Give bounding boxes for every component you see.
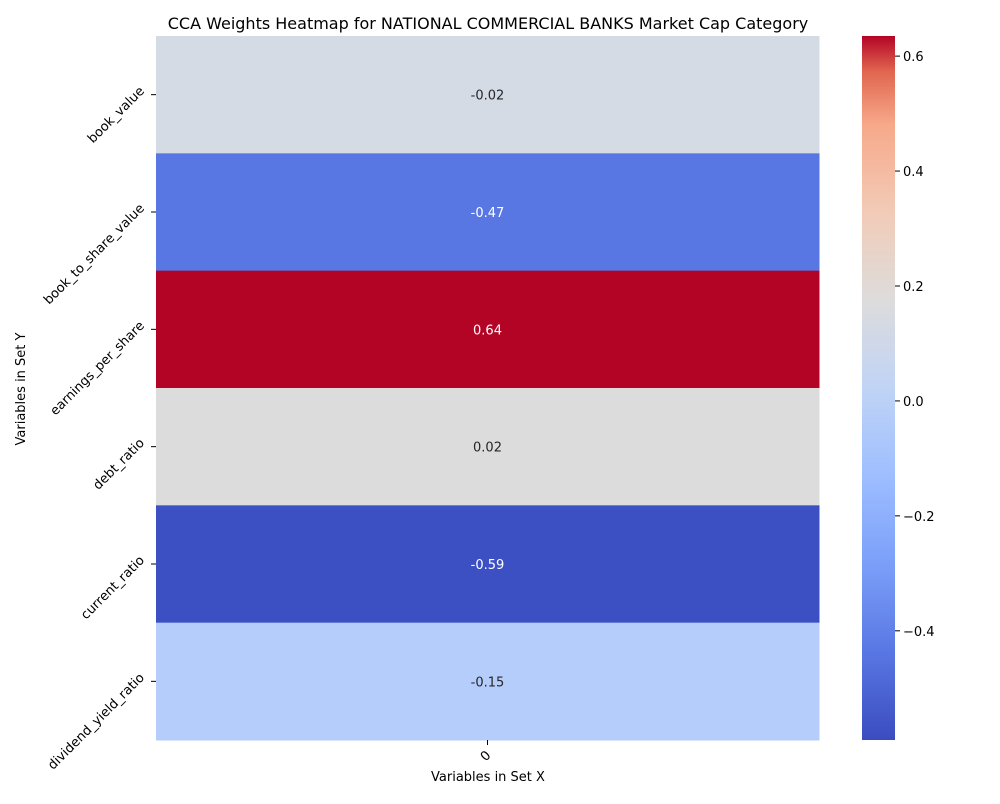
y-tick-label: earnings_per_share	[48, 319, 148, 419]
colorbar-tick-label: 0.2	[903, 280, 924, 295]
heatmap-cell-book_to_share_value	[156, 153, 820, 272]
cell-value-label: -0.15	[471, 675, 505, 690]
x-axis-label: Variables in Set X	[431, 770, 545, 785]
heatmap-cell-earnings_per_share	[156, 270, 820, 389]
x-tick-labels: 0	[478, 740, 494, 765]
cell-value-label: -0.59	[471, 558, 505, 573]
cell-value-label: -0.02	[471, 89, 505, 104]
colorbar	[862, 36, 895, 740]
heatmap-cell-book_value	[156, 36, 820, 154]
heatmap-cell-debt_ratio	[156, 388, 820, 506]
heatmap-cell-current_ratio	[156, 505, 820, 624]
colorbar-tick-label: 0.6	[903, 50, 924, 65]
cell-value-label: 0.02	[473, 441, 502, 456]
y-tick-label: book_to_share_value	[41, 201, 148, 308]
y-axis-label: Variables in Set Y	[14, 332, 29, 445]
colorbar-tick-label: 0.4	[903, 165, 924, 180]
y-tick-label: current_ratio	[78, 553, 148, 623]
y-tick-labels: book_value book_to_share_value earnings_pe…	[41, 84, 156, 773]
colorbar-tick-label: −0.4	[903, 625, 935, 640]
colorbar-tick-label: 0.0	[903, 395, 924, 410]
heatmap-cell-dividend_yield_ratio	[156, 622, 820, 741]
cell-value-label: -0.47	[471, 206, 505, 221]
cell-value-label: 0.64	[473, 323, 502, 338]
y-tick-label: dividend_yield_ratio	[45, 671, 148, 774]
heatmap-cells: -0.02 -0.47 0.64 0.02 -0.59 -0.15	[156, 36, 820, 741]
x-tick-label: 0	[478, 748, 494, 764]
colorbar-tick-label: −0.2	[903, 510, 935, 525]
chart-title: CCA Weights Heatmap for NATIONAL COMMERC…	[168, 14, 809, 33]
y-tick-label: debt_ratio	[90, 436, 147, 493]
y-tick-label: book_value	[85, 84, 148, 147]
colorbar-ticks: 0.6 0.4 0.2 0.0 −0.2 −0.4	[895, 50, 935, 640]
